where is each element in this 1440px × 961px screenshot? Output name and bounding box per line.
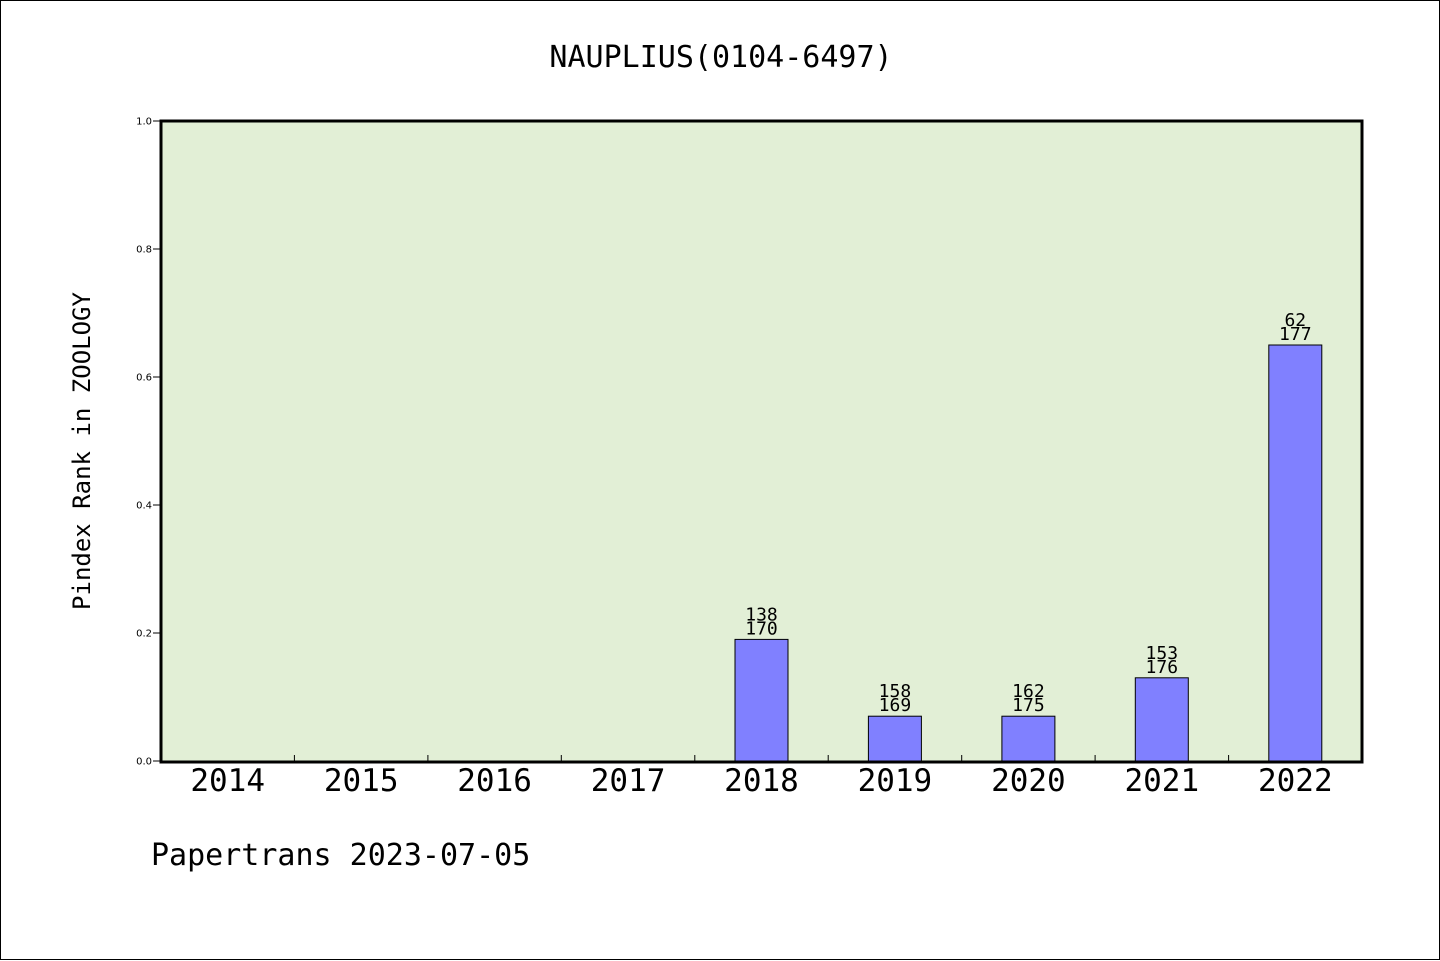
bar-label-top-2021: 153 (1146, 643, 1179, 664)
x-tick-label-2021: 2021 (1124, 763, 1199, 799)
bar-label-top-2020: 162 (1012, 681, 1045, 702)
bar-label-bottom-2022: 177 (1279, 324, 1312, 345)
footer-credit: Papertrans 2023-07-05 (151, 838, 530, 873)
bar-label-bottom-2018: 170 (745, 618, 778, 639)
x-tick-label-2016: 2016 (457, 763, 532, 799)
y-tick-label-0.0: 0.0 (136, 757, 152, 768)
bar-label-top-2019: 158 (879, 681, 912, 702)
x-tick-label-2014: 2014 (190, 763, 265, 799)
y-tick-label-0.6: 0.6 (136, 373, 152, 384)
bar-2022 (1268, 344, 1323, 762)
x-ticks-layer: 2014 2015 2016 2017 2018 2019 2020 2021 2022 (190, 755, 1333, 799)
bar-2021 (1134, 677, 1189, 762)
bar-2020 (1001, 715, 1056, 762)
x-tick-label-2020: 2020 (991, 763, 1066, 799)
x-tick-label-2018: 2018 (724, 763, 799, 799)
bar-label-top-2022: 62 (1284, 310, 1306, 331)
bar-label-top-2018: 138 (745, 604, 778, 625)
bar-2019 (867, 715, 922, 762)
y-tick-label-0.4: 0.4 (136, 501, 152, 512)
x-tick-label-2017: 2017 (591, 763, 666, 799)
y-tick-label-1.0: 1.0 (136, 117, 152, 128)
bar-2018 (734, 638, 789, 762)
x-tick-label-2015: 2015 (324, 763, 399, 799)
chart-title: NAUPLIUS(0104-6497) (549, 40, 892, 75)
y-tick-label-0.8: 0.8 (136, 245, 152, 256)
bar-label-bottom-2019: 169 (879, 695, 912, 716)
x-tick-label-2019: 2019 (858, 763, 933, 799)
x-tick-label-2022: 2022 (1258, 763, 1333, 799)
y-axis-label: Pindex Rank in ZOOLOGY (68, 292, 96, 610)
y-tick-label-0.2: 0.2 (136, 629, 152, 640)
bar-label-bottom-2020: 175 (1012, 695, 1045, 716)
y-ticks-layer: 0.0 0.2 0.4 0.6 0.8 1.0 (136, 117, 161, 768)
bar-label-bottom-2021: 176 (1146, 657, 1179, 678)
